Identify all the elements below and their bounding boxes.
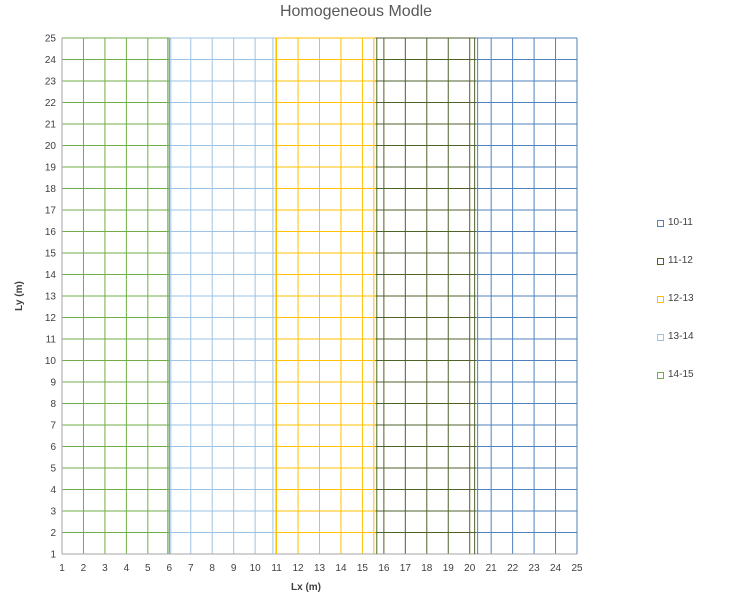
x-tick-label: 25 bbox=[571, 563, 583, 574]
y-tick-label: 6 bbox=[50, 442, 56, 453]
x-axis-label: Lx (m) bbox=[291, 582, 321, 593]
x-tick-label: 12 bbox=[292, 563, 304, 574]
y-tick-label: 19 bbox=[45, 163, 57, 174]
y-tick-label: 4 bbox=[50, 485, 56, 496]
y-tick-label: 3 bbox=[50, 507, 56, 518]
x-tick-label: 21 bbox=[486, 563, 498, 574]
x-tick-label: 11 bbox=[271, 563, 282, 574]
legend-item: 13-14 bbox=[657, 331, 694, 369]
y-axis-label: Ly (m) bbox=[14, 281, 25, 311]
y-tick-label: 21 bbox=[45, 120, 57, 131]
legend-swatch bbox=[657, 220, 664, 227]
y-tick-label: 22 bbox=[45, 98, 57, 109]
y-tick-label: 8 bbox=[50, 399, 56, 410]
y-tick-label: 7 bbox=[50, 421, 56, 432]
legend-swatch bbox=[657, 372, 664, 379]
y-tick-label: 10 bbox=[45, 356, 57, 367]
legend-label: 13-14 bbox=[668, 331, 694, 342]
chart-title: Homogeneous Modle bbox=[279, 3, 433, 20]
x-tick-label: 4 bbox=[124, 563, 130, 574]
y-tick-label: 18 bbox=[45, 184, 57, 195]
y-tick-label: 14 bbox=[45, 270, 57, 281]
x-tick-label: 13 bbox=[314, 563, 326, 574]
x-tick-label: 9 bbox=[231, 563, 237, 574]
legend-item: 10-11 bbox=[657, 217, 694, 255]
x-tick-label: 18 bbox=[421, 563, 433, 574]
legend-label: 11-12 bbox=[668, 255, 693, 266]
y-tick-label: 9 bbox=[50, 378, 56, 389]
legend-label: 12-13 bbox=[668, 293, 694, 304]
y-tick-label: 25 bbox=[45, 34, 57, 45]
legend-label: 14-15 bbox=[668, 369, 694, 380]
legend-label: 10-11 bbox=[668, 217, 693, 228]
x-tick-label: 1 bbox=[59, 563, 65, 574]
x-tick-label: 6 bbox=[167, 563, 173, 574]
x-tick-label: 3 bbox=[102, 563, 108, 574]
x-tick-label: 10 bbox=[250, 563, 262, 574]
y-tick-label: 20 bbox=[45, 141, 57, 152]
y-tick-label: 24 bbox=[45, 55, 57, 66]
x-tick-label: 8 bbox=[209, 563, 215, 574]
legend-item: 12-13 bbox=[657, 293, 694, 331]
x-tick-label: 15 bbox=[357, 563, 369, 574]
x-tick-label: 20 bbox=[464, 563, 476, 574]
y-tick-label: 16 bbox=[45, 227, 57, 238]
legend-swatch bbox=[657, 334, 664, 341]
legend: 10-11 11-12 12-13 13-14 14-15 bbox=[657, 217, 694, 407]
y-tick-label: 2 bbox=[50, 528, 56, 539]
y-tick-label: 5 bbox=[50, 464, 56, 475]
x-tick-label: 5 bbox=[145, 563, 151, 574]
x-tick-label: 16 bbox=[378, 563, 390, 574]
x-tick-label: 2 bbox=[81, 563, 87, 574]
y-tick-label: 23 bbox=[45, 77, 57, 88]
y-tick-label: 13 bbox=[45, 292, 57, 303]
y-tick-label: 12 bbox=[45, 313, 57, 324]
y-tick-label: 17 bbox=[45, 206, 57, 217]
y-tick-label: 11 bbox=[46, 335, 57, 346]
x-tick-label: 19 bbox=[443, 563, 455, 574]
legend-swatch bbox=[657, 258, 664, 265]
x-tick-label: 23 bbox=[529, 563, 541, 574]
x-tick-label: 24 bbox=[550, 563, 562, 574]
y-tick-label: 15 bbox=[45, 249, 57, 260]
legend-item: 14-15 bbox=[657, 369, 694, 407]
x-tick-label: 7 bbox=[188, 563, 194, 574]
y-tick-label: 1 bbox=[50, 550, 56, 561]
legend-item: 11-12 bbox=[657, 255, 694, 293]
legend-swatch bbox=[657, 296, 664, 303]
x-tick-label: 14 bbox=[335, 563, 347, 574]
x-tick-label: 17 bbox=[400, 563, 412, 574]
x-tick-label: 22 bbox=[507, 563, 519, 574]
